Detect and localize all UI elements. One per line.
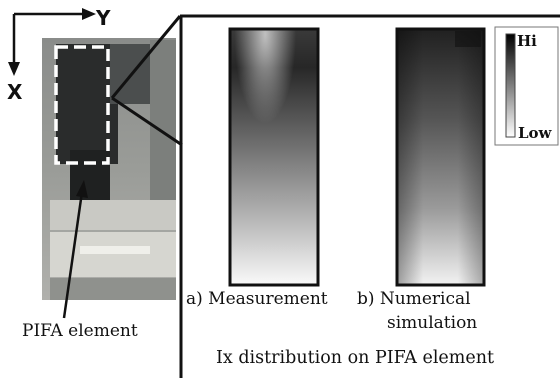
- simulation-caption-line1: b) Numerical: [357, 289, 471, 309]
- legend-colorbar: [505, 33, 516, 138]
- zoom-panel-border: [179, 14, 560, 378]
- simulation-map: [395, 27, 486, 287]
- y-axis-label: Y: [96, 6, 111, 30]
- legend-low-label: Low: [518, 124, 552, 142]
- antenna-photo: [42, 38, 176, 300]
- measurement-map: [228, 27, 320, 287]
- pifa-element-label: PIFA element: [22, 321, 138, 341]
- pifa-outline: [54, 45, 110, 165]
- measurement-caption: a) Measurement: [186, 289, 328, 309]
- simulation-caption-line2: simulation: [387, 313, 478, 333]
- callout-arrow: [62, 180, 88, 319]
- axis-indicator: [8, 8, 96, 76]
- x-axis-label: X: [7, 80, 23, 104]
- legend-high-label: Hi: [517, 32, 537, 50]
- zoom-connector: [110, 15, 183, 147]
- figure-title: Ix distribution on PIFA element: [216, 348, 495, 368]
- intensity-legend: [494, 26, 559, 146]
